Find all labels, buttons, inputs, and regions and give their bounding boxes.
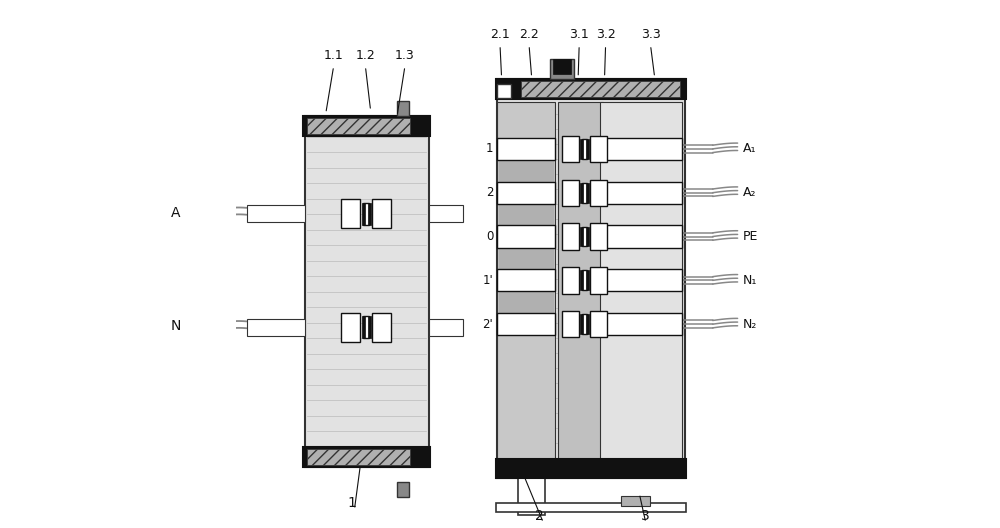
Bar <box>307 118 410 134</box>
Text: PE: PE <box>743 230 758 243</box>
Text: N₁: N₁ <box>743 274 757 287</box>
Bar <box>590 311 607 337</box>
Bar <box>363 316 369 338</box>
Bar <box>562 311 579 337</box>
Bar <box>362 316 365 338</box>
Text: A: A <box>171 206 181 220</box>
Bar <box>562 267 579 294</box>
Bar <box>550 59 574 79</box>
Text: 2: 2 <box>486 186 493 199</box>
Text: 1.1: 1.1 <box>324 49 344 62</box>
Bar <box>580 227 583 247</box>
Bar <box>562 136 579 162</box>
Bar <box>590 267 607 294</box>
Bar <box>368 203 371 225</box>
Text: 1.3: 1.3 <box>395 49 415 62</box>
Bar <box>397 482 409 497</box>
Bar <box>496 459 686 478</box>
Bar <box>580 314 583 334</box>
Text: 1: 1 <box>348 495 357 510</box>
Bar <box>497 225 555 248</box>
Text: 3: 3 <box>641 508 650 523</box>
Text: 3.3: 3.3 <box>641 27 660 41</box>
Bar <box>603 225 682 248</box>
Text: A₁: A₁ <box>743 143 756 155</box>
Bar <box>590 180 607 206</box>
Bar <box>341 313 360 342</box>
Bar <box>600 102 682 459</box>
Bar <box>580 139 583 159</box>
Bar <box>586 314 589 334</box>
Bar <box>497 269 555 291</box>
Bar <box>372 313 391 342</box>
Bar <box>586 270 589 290</box>
Bar <box>521 81 680 97</box>
Bar <box>368 316 371 338</box>
Text: 3.1: 3.1 <box>569 27 589 41</box>
Bar <box>247 319 305 336</box>
Text: N: N <box>170 319 181 333</box>
Bar <box>429 205 463 222</box>
Bar <box>603 182 682 204</box>
Bar <box>590 223 607 250</box>
Text: 1: 1 <box>486 143 493 155</box>
Bar <box>582 314 587 334</box>
Text: 1.2: 1.2 <box>355 49 375 62</box>
Text: N₂: N₂ <box>743 318 757 331</box>
Bar <box>499 204 554 225</box>
Bar <box>603 138 682 160</box>
Bar <box>562 180 579 206</box>
Bar <box>497 138 555 160</box>
Bar <box>303 116 430 136</box>
Bar <box>397 101 409 116</box>
Bar <box>586 227 589 247</box>
Bar <box>582 227 587 247</box>
Bar <box>562 223 579 250</box>
Bar <box>580 183 583 203</box>
Text: 3.2: 3.2 <box>596 27 615 41</box>
Bar <box>363 203 369 225</box>
Bar <box>558 102 603 459</box>
Bar <box>553 59 571 74</box>
Bar <box>305 116 429 467</box>
Bar <box>496 79 686 99</box>
Bar <box>582 139 587 159</box>
Bar <box>603 269 682 291</box>
Bar <box>497 182 555 204</box>
Bar <box>586 139 589 159</box>
Text: 1': 1' <box>482 274 493 287</box>
Bar <box>429 319 463 336</box>
Text: 2: 2 <box>535 508 544 523</box>
Bar <box>621 496 650 506</box>
Bar <box>247 205 305 222</box>
Text: 0: 0 <box>486 230 493 243</box>
Text: A₂: A₂ <box>743 186 756 199</box>
Bar <box>303 447 430 467</box>
Bar <box>603 313 682 335</box>
Bar <box>497 84 511 98</box>
Bar <box>580 270 583 290</box>
Bar <box>307 449 410 465</box>
Bar <box>582 183 587 203</box>
Bar <box>499 248 554 269</box>
Text: 2.2: 2.2 <box>519 27 539 41</box>
Bar <box>497 102 555 459</box>
Bar <box>590 136 607 162</box>
Bar <box>586 183 589 203</box>
Bar <box>499 291 554 313</box>
Bar <box>496 503 686 512</box>
Text: 2.1: 2.1 <box>490 27 510 41</box>
Bar <box>518 478 545 515</box>
Bar <box>362 203 365 225</box>
Bar <box>372 199 391 228</box>
Bar <box>341 199 360 228</box>
Text: 2': 2' <box>482 318 493 331</box>
Bar <box>582 270 587 290</box>
Bar <box>499 160 554 182</box>
Bar <box>497 79 685 478</box>
Bar <box>497 313 555 335</box>
